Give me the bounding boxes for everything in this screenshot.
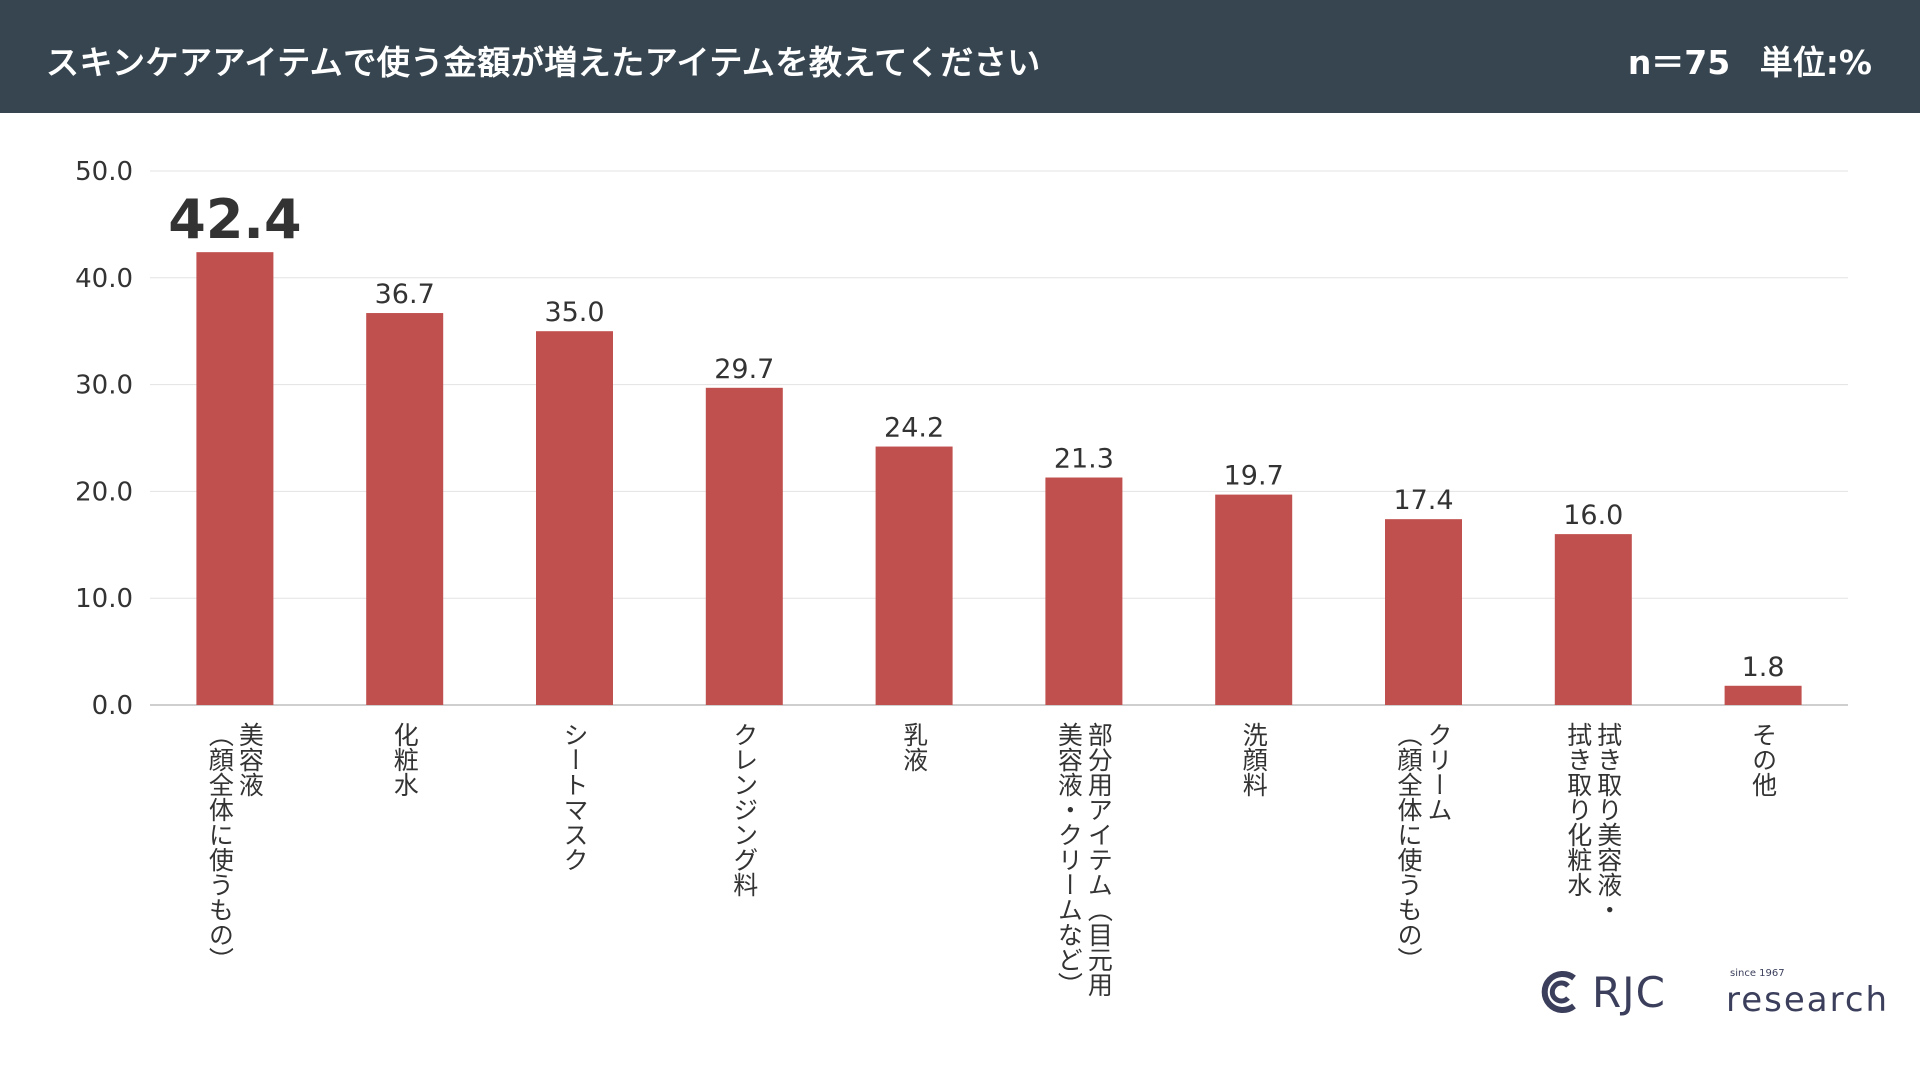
data-label: 1.8 <box>1742 652 1785 683</box>
data-label: 19.7 <box>1224 461 1284 492</box>
data-label: 42.4 <box>168 188 301 251</box>
category-label: クリーム <box>1424 722 1453 822</box>
data-label: 35.0 <box>544 297 604 328</box>
logo-brand: RJC <box>1592 968 1666 1017</box>
header-banner: スキンケアアイテムで使う金額が増えたアイテムを教えてください n＝75 単位:% <box>0 0 1920 113</box>
category-label: 拭き取り美容液・ <box>1594 722 1623 922</box>
logo-since: since 1967 <box>1730 968 1785 979</box>
sample-size: n＝75 <box>1627 43 1731 82</box>
bar <box>1724 685 1802 705</box>
category-label: （顔全体に使うもの） <box>205 722 234 972</box>
logo-research: research <box>1726 980 1890 1020</box>
bar <box>705 387 783 705</box>
bar <box>536 331 613 705</box>
category-label: 部分用アイテム（目元用 <box>1084 722 1113 997</box>
y-tick-label: 30.0 <box>75 371 133 401</box>
y-tick-label: 50.0 <box>75 157 133 187</box>
category-label: 洗顔料 <box>1239 722 1268 797</box>
category-label: 美容液 <box>235 722 264 797</box>
sample-info: n＝75 単位:% <box>1610 36 1872 84</box>
rjc-logo: RJC since 1967 research <box>1538 960 1887 1020</box>
category-label: シートマスク <box>560 722 589 872</box>
category-label: クレンジング料 <box>730 722 759 897</box>
category-label: 美容液・クリームなど） <box>1054 722 1083 997</box>
data-label: 24.2 <box>884 413 944 444</box>
data-label: 29.7 <box>714 354 774 385</box>
category-label: （顔全体に使うもの） <box>1394 722 1423 972</box>
y-tick-label: 10.0 <box>75 584 133 614</box>
category-label: その他 <box>1749 722 1778 797</box>
y-tick-label: 40.0 <box>75 264 133 294</box>
data-label: 36.7 <box>375 279 435 310</box>
bar <box>196 252 274 705</box>
y-tick-label: 0.0 <box>92 691 133 721</box>
bar <box>1045 477 1123 705</box>
data-label: 17.4 <box>1393 485 1453 516</box>
bar <box>366 313 444 705</box>
data-label: 16.0 <box>1563 500 1623 531</box>
logo-mark-icon <box>1541 971 1576 1013</box>
unit-label: 単位:% <box>1759 43 1872 82</box>
y-tick-label: 20.0 <box>75 477 133 507</box>
data-label: 21.3 <box>1054 444 1114 475</box>
bar <box>1215 494 1293 705</box>
page-title: スキンケアアイテムで使う金額が増えたアイテムを教えてください <box>46 43 1041 82</box>
bar <box>1554 534 1632 705</box>
category-label: 拭き取り化粧水 <box>1564 722 1593 897</box>
category-label: 化粧水 <box>390 722 419 797</box>
bar <box>1385 519 1462 705</box>
category-label: 乳液 <box>900 722 929 772</box>
bar <box>875 446 953 705</box>
